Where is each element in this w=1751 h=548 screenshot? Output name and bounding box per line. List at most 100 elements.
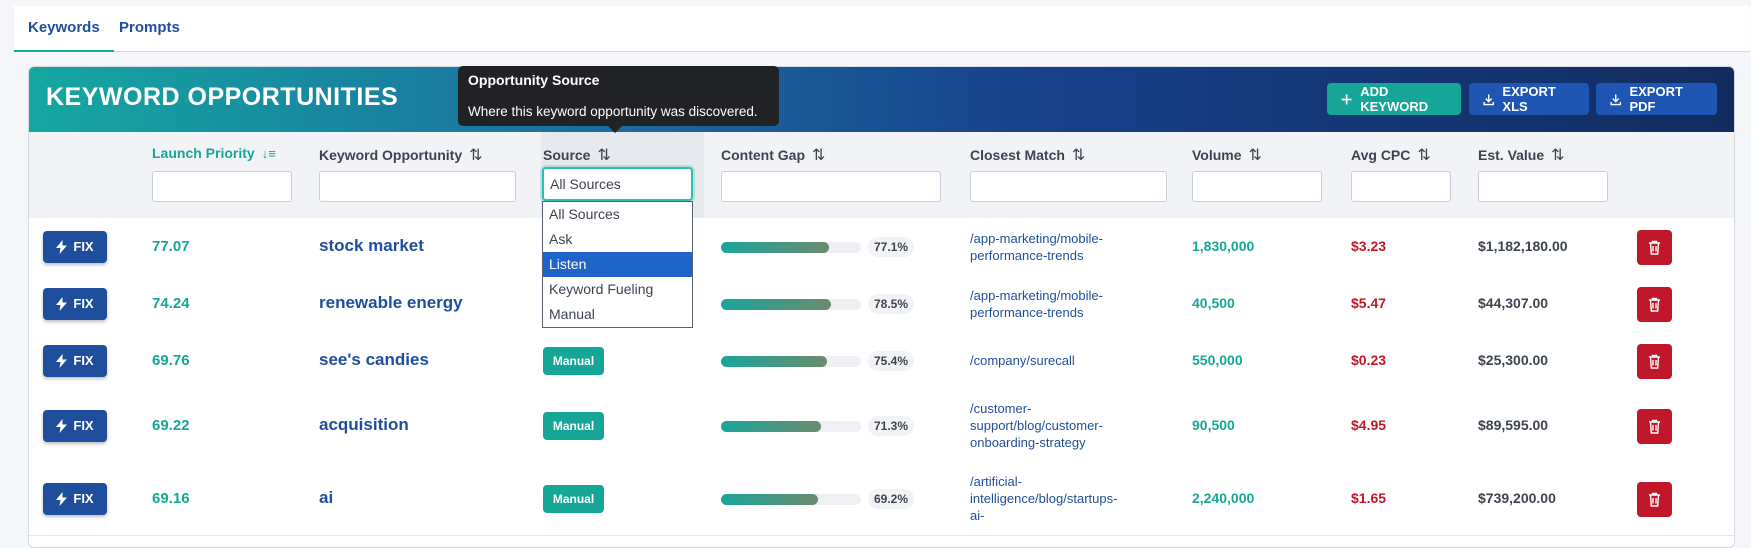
export-xls-label: EXPORT XLS [1502, 84, 1556, 114]
dropdown-option[interactable]: Manual [549, 306, 595, 322]
sort-icon[interactable]: ⇅ [469, 147, 483, 164]
keyword-text[interactable]: renewable energy [319, 292, 463, 312]
source-filter-dropdown: All Sources Ask Listen Keyword Fueling Manua… [542, 201, 693, 328]
sort-desc-icon[interactable]: ↓≡ [261, 145, 276, 161]
content-gap-fill [721, 493, 818, 505]
add-keyword-button[interactable]: ADD KEYWORD [1327, 83, 1461, 115]
est-value-value: $25,300.00 [1478, 351, 1549, 368]
trash-icon [1649, 354, 1660, 369]
column-header-closest-match[interactable]: Closest Match ⇅ [970, 147, 1086, 164]
content-gap-fill [721, 298, 831, 310]
fix-button[interactable]: FIX [43, 344, 107, 377]
closest-match-link[interactable]: /app-marketing/mobile-performance-trends [970, 287, 1103, 320]
dropdown-option[interactable]: All Sources [549, 206, 620, 222]
column-header-est-value[interactable]: Est. Value ⇅ [1478, 147, 1565, 164]
content-gap-bar [721, 493, 861, 505]
tab-keywords[interactable]: Keywords [14, 6, 114, 52]
volume-value: 40,500 [1192, 294, 1235, 311]
launch-priority-value: 69.16 [152, 489, 190, 507]
sort-icon[interactable]: ⇅ [597, 147, 611, 164]
tabs-bar: Keywords Prompts [14, 6, 1750, 52]
fix-button[interactable]: FIX [43, 482, 107, 515]
column-header-avg-cpc[interactable]: Avg CPC ⇅ [1351, 147, 1431, 164]
lightning-icon [56, 491, 68, 506]
keyword-text[interactable]: ai [319, 487, 334, 507]
source-badge: Manual [543, 346, 604, 375]
trash-icon [1649, 297, 1660, 312]
table-row: FIX 69.16 ai Manual 69.2% /artificial-intelli… [29, 462, 1734, 536]
export-pdf-button[interactable]: EXPORT PDF [1596, 83, 1717, 115]
delete-button[interactable] [1637, 343, 1672, 379]
closest-match-filter[interactable] [970, 171, 1167, 202]
keyword-text[interactable]: see's candies [319, 349, 429, 369]
closest-match-link[interactable]: /artificial-intelligence/blog/startups-a… [970, 474, 1118, 523]
source-filter-select[interactable]: All Sources [542, 167, 693, 201]
dropdown-option[interactable]: Ask [549, 231, 573, 247]
content-gap-bar [721, 420, 861, 432]
content-gap-percent: 69.2% [868, 488, 914, 509]
sort-icon[interactable]: ⇅ [1248, 147, 1262, 164]
avg-cpc-filter[interactable] [1351, 171, 1451, 202]
content-gap-percent: 77.1% [868, 236, 914, 257]
table-row: FIX 77.07 stock market 77.1% /app-marketing/… [29, 218, 1734, 276]
avg-cpc-value: $5.47 [1351, 294, 1387, 311]
download-icon [1483, 93, 1495, 105]
volume-value: 1,830,000 [1192, 237, 1255, 254]
keyword-text[interactable]: stock market [319, 235, 424, 255]
closest-match-link[interactable]: /company/surecall [970, 353, 1075, 368]
est-value-filter[interactable] [1478, 171, 1608, 202]
column-header-source[interactable]: Source ⇅ [543, 147, 611, 164]
download-icon [1610, 93, 1622, 105]
dropdown-option[interactable]: Keyword Fueling [549, 281, 654, 297]
page-title: KEYWORD OPPORTUNITIES [46, 83, 399, 111]
sort-icon[interactable]: ⇅ [1071, 147, 1086, 164]
source-badge: Manual [543, 411, 604, 440]
keyword-text[interactable]: acquisition [319, 414, 409, 434]
fix-button[interactable]: FIX [43, 287, 107, 320]
fix-button[interactable]: FIX [43, 230, 107, 263]
est-value-value: $44,307.00 [1478, 294, 1549, 311]
launch-priority-filter[interactable] [152, 171, 292, 202]
add-keyword-label: ADD KEYWORD [1360, 84, 1429, 114]
closest-match-link[interactable]: /customer-support/blog/customer-onboardi… [970, 401, 1103, 450]
column-header-launch-priority[interactable]: Launch Priority ↓≡ [152, 145, 276, 161]
content-gap-bar [721, 241, 861, 253]
volume-value: 550,000 [1192, 351, 1243, 368]
content-gap-fill [721, 355, 827, 367]
tab-prompts[interactable]: Prompts [119, 19, 180, 36]
sort-icon[interactable]: ⇅ [1417, 147, 1431, 164]
column-header-content-gap[interactable]: Content Gap ⇅ [721, 147, 826, 164]
export-xls-button[interactable]: EXPORT XLS [1469, 83, 1589, 115]
closest-match-link[interactable]: /app-marketing/mobile-performance-trends [970, 230, 1103, 263]
dropdown-option[interactable]: Listen [543, 252, 692, 277]
keyword-filter[interactable] [319, 171, 516, 202]
table-row: FIX 74.24 renewable energy 78.5% /app-market… [29, 275, 1734, 333]
column-header-volume[interactable]: Volume ⇅ [1192, 147, 1262, 164]
sort-icon[interactable]: ⇅ [812, 147, 826, 164]
fix-label: FIX [73, 239, 94, 254]
card-header: KEYWORD OPPORTUNITIES ADD KEYWORD EXPORT… [29, 67, 1734, 132]
content-gap-bar [721, 298, 861, 310]
volume-value: 2,240,000 [1192, 489, 1255, 506]
content-gap-percent: 78.5% [868, 293, 914, 314]
volume-filter[interactable] [1192, 171, 1322, 202]
delete-button[interactable] [1637, 286, 1672, 322]
lightning-icon [56, 239, 68, 254]
fix-button[interactable]: FIX [43, 409, 107, 442]
keyword-opportunities-card: KEYWORD OPPORTUNITIES ADD KEYWORD EXPORT… [28, 66, 1735, 548]
sort-icon[interactable]: ⇅ [1551, 147, 1565, 164]
export-pdf-label: EXPORT PDF [1629, 84, 1683, 114]
delete-button[interactable] [1637, 229, 1672, 265]
est-value-value: $89,595.00 [1478, 416, 1549, 433]
content-gap-filter[interactable] [721, 171, 941, 202]
lightning-icon [56, 418, 68, 433]
source-badge: Manual [543, 484, 604, 513]
column-header-keyword[interactable]: Keyword Opportunity ⇅ [319, 147, 483, 164]
content-gap-fill [721, 420, 821, 432]
avg-cpc-value: $1.65 [1351, 489, 1387, 506]
launch-priority-value: 74.24 [152, 294, 190, 312]
delete-button[interactable] [1637, 408, 1672, 444]
delete-button[interactable] [1637, 481, 1672, 517]
launch-priority-value: 69.22 [152, 416, 190, 434]
table-row: FIX 69.76 see's candies Manual 75.4% /company… [29, 332, 1734, 390]
